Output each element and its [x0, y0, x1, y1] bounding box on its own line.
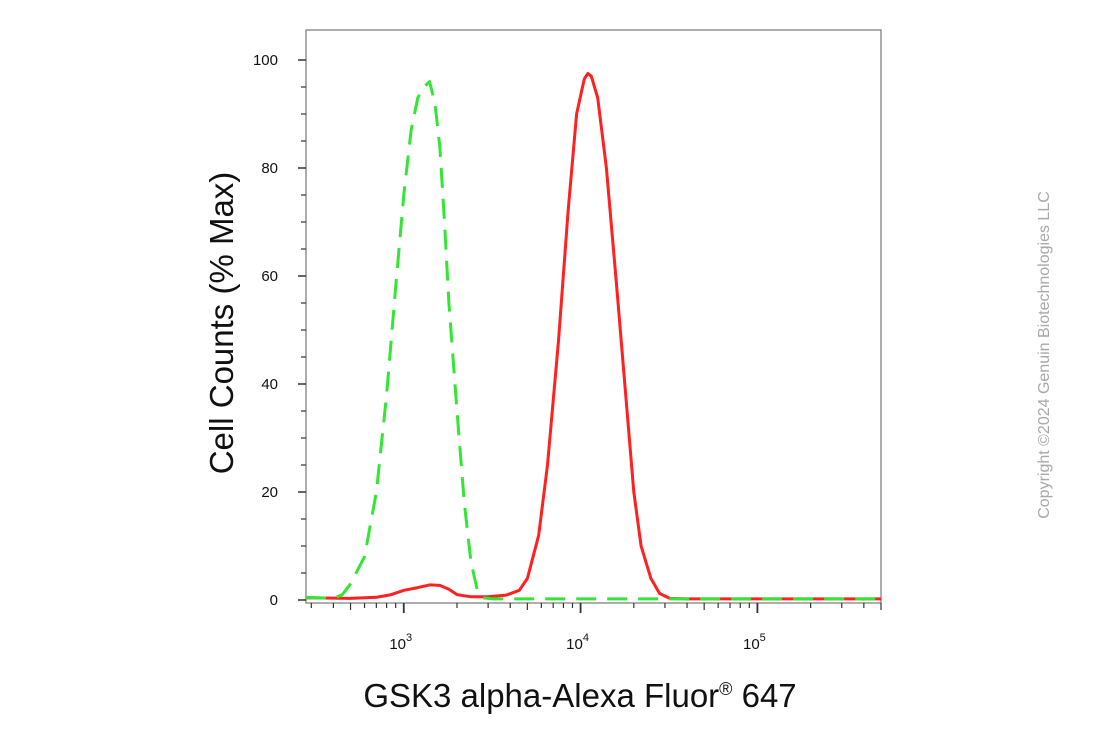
y-tick-label: 60 [261, 268, 278, 285]
plot-frame [305, 29, 882, 604]
y-tick-label: 20 [261, 484, 278, 501]
control-histogram-line [305, 80, 881, 601]
x-axis-title: GSK3 alpha-Alexa Fluor® 647 [363, 677, 796, 714]
y-axis-title: Cell Counts (% Max) [203, 172, 240, 475]
y-tick-label: 100 [253, 52, 278, 69]
x-axis-title-suffix: 647 [732, 677, 796, 714]
copyright-watermark: Copyright ©2024 Genuin Biotechnologies L… [1036, 191, 1053, 519]
x-tick-label: 105 [743, 632, 766, 653]
x-tick-label: 104 [566, 632, 589, 653]
y-tick-label: 80 [261, 160, 278, 177]
x-tick-label: 103 [389, 632, 412, 653]
sample-histogram-line [305, 72, 881, 601]
registered-mark: ® [719, 679, 732, 699]
y-tick-label: 40 [261, 376, 278, 393]
y-tick-label: 0 [270, 592, 278, 609]
